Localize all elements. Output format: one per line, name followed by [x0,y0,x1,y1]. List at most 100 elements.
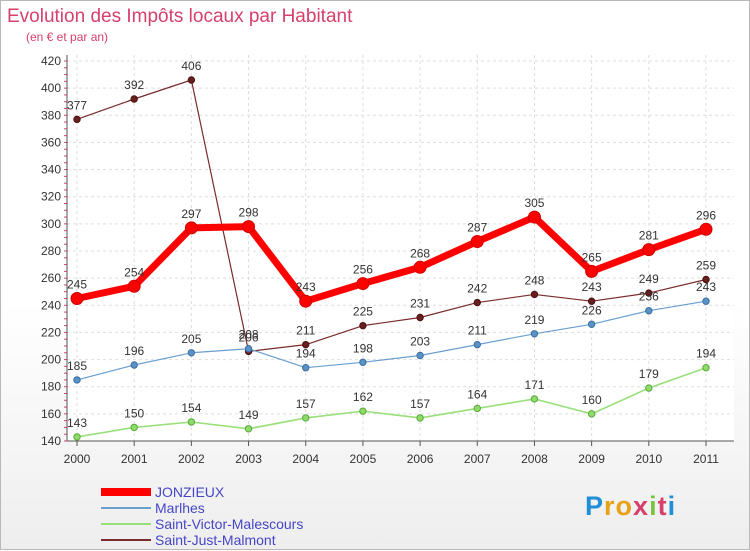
x-tick-label: 2007 [464,452,491,466]
legend-swatch [101,488,151,496]
data-label: 211 [468,324,487,338]
data-point [530,395,539,403]
data-label: 243 [296,280,316,294]
data-point [530,290,539,299]
data-label: 392 [124,78,144,92]
x-tick-label: 2009 [578,452,605,466]
data-label: 259 [696,259,716,273]
data-point [299,294,313,308]
data-label: 150 [124,406,144,420]
data-point [413,260,427,274]
data-label: 406 [181,59,201,73]
y-tick-label: 160 [41,407,61,421]
y-tick-label: 320 [41,190,61,204]
data-point [130,423,138,432]
data-label: 194 [696,347,716,361]
data-label: 225 [353,305,373,319]
data-label: 157 [410,397,430,411]
legend-swatch [101,507,151,509]
data-label: 149 [239,408,259,422]
y-tick-label: 140 [41,434,61,448]
y-tick-label: 420 [41,54,61,68]
data-label: 245 [67,278,87,292]
data-label: 231 [410,297,430,311]
data-point [473,340,481,349]
y-tick-label: 380 [41,108,61,122]
data-label: 194 [296,347,316,361]
data-point [184,221,198,235]
data-label: 171 [524,378,544,392]
x-tick-label: 2001 [121,452,148,466]
data-point [702,297,710,305]
data-label: 185 [67,359,87,373]
data-point [242,220,256,234]
data-point [645,307,653,315]
y-tick-label: 280 [41,244,61,258]
x-tick-label: 2003 [235,452,262,466]
data-label: 203 [410,335,430,349]
data-point [702,275,710,284]
series-line-saint-just-malmont [76,79,707,353]
data-point [130,95,138,103]
data-label: 254 [124,265,144,279]
legend-swatch [101,523,151,525]
data-point [645,384,653,392]
data-point [587,297,596,305]
data-label: 198 [353,341,373,355]
data-label: 297 [181,207,201,221]
data-point [127,279,141,293]
y-tick-label: 340 [41,163,61,177]
data-label: 154 [181,401,201,415]
data-point [244,425,253,433]
data-label: 296 [696,208,716,222]
series-line-jonzieux [76,213,708,305]
data-label: 196 [124,344,144,358]
data-label: 377 [67,98,87,112]
legend-swatch [101,539,151,541]
x-tick-label: 2008 [521,452,548,466]
legend-label: Saint-Just-Malmont [155,532,276,548]
data-point [416,414,424,422]
data-point [473,298,481,307]
data-point [244,345,253,353]
data-label: 298 [239,206,259,220]
data-point [73,433,81,441]
y-tick-label: 180 [41,380,61,394]
data-point [473,404,481,413]
data-point [70,292,84,305]
series-line-saint-victor-malescours [76,366,707,438]
y-tick-label: 260 [41,271,61,285]
y-tick-label: 360 [41,135,61,149]
data-label: 249 [639,272,659,286]
data-point [356,277,370,291]
data-label: 164 [467,387,487,401]
y-tick-label: 200 [41,353,61,367]
legend-label: JONZIEUX [155,484,225,500]
x-tick-label: 2002 [178,452,205,466]
chart-subtitle: (en € et par an) [26,30,109,44]
data-point [187,76,196,84]
data-label: 143 [67,416,87,430]
data-label: 305 [524,196,544,210]
y-tick-label: 240 [41,298,61,312]
data-label: 265 [582,250,602,264]
data-label: 205 [181,332,201,346]
data-label: 256 [353,263,373,277]
data-label: 243 [696,280,716,294]
x-tick-label: 2006 [407,452,434,466]
proxiti-logo: Proxiti [585,491,677,521]
data-point [302,340,310,349]
data-label: 157 [296,397,316,411]
data-point [187,418,196,426]
data-label: 162 [353,390,373,404]
x-tick-label: 2000 [64,452,91,466]
plot-area [67,55,734,441]
legend-label: Marlhes [155,500,205,516]
data-point [130,361,138,369]
data-label: 226 [582,303,602,317]
chart-title: Evolution des Impôts locaux par Habitant [7,6,353,27]
data-point [645,289,653,297]
data-point [359,358,367,366]
